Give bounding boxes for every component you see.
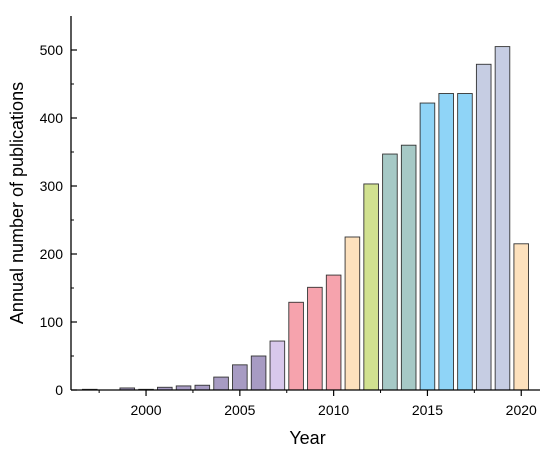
y-axis-title: Annual number of publications <box>7 82 27 324</box>
x-tick-label-2000: 2000 <box>130 402 161 418</box>
bar-2015 <box>419 102 436 391</box>
bar-2018 <box>475 63 492 391</box>
bar-2016 <box>438 93 454 391</box>
bar-2012 <box>363 183 379 391</box>
axes <box>70 16 540 391</box>
x-tick-label-2010: 2010 <box>318 402 349 418</box>
x-tick-label-2005: 2005 <box>224 402 255 418</box>
y-tick-label-500: 500 <box>40 42 64 58</box>
bar-2004 <box>213 376 229 391</box>
bar-2019 <box>494 46 511 391</box>
y-tick-label-200: 200 <box>40 246 64 262</box>
bar-series <box>81 46 529 391</box>
x-ticks: 2000 2005 2010 2015 2020 <box>98 390 537 418</box>
bar-2008 <box>288 301 304 391</box>
bar-2017 <box>457 93 473 391</box>
bar-2003 <box>194 384 211 391</box>
x-tick-label-2015: 2015 <box>412 402 443 418</box>
bar-2005 <box>232 364 248 391</box>
x-axis-title: Year <box>289 428 325 448</box>
y-tick-label-100: 100 <box>40 314 64 330</box>
bar-2007 <box>269 340 286 391</box>
bar-2010 <box>325 274 342 391</box>
y-tick-label-300: 300 <box>40 178 64 194</box>
y-tick-label-400: 400 <box>40 110 64 126</box>
x-tick-label-2020: 2020 <box>506 402 537 418</box>
y-tick-label-0: 0 <box>55 382 63 398</box>
bar-2011 <box>344 236 361 391</box>
y-ticks: 0 100 200 300 400 500 <box>40 42 77 398</box>
bar-2009 <box>307 286 323 391</box>
bar-2013 <box>382 153 398 391</box>
bar-2006 <box>250 355 267 391</box>
bar-2014 <box>400 144 417 391</box>
bar-2020 <box>513 243 529 391</box>
